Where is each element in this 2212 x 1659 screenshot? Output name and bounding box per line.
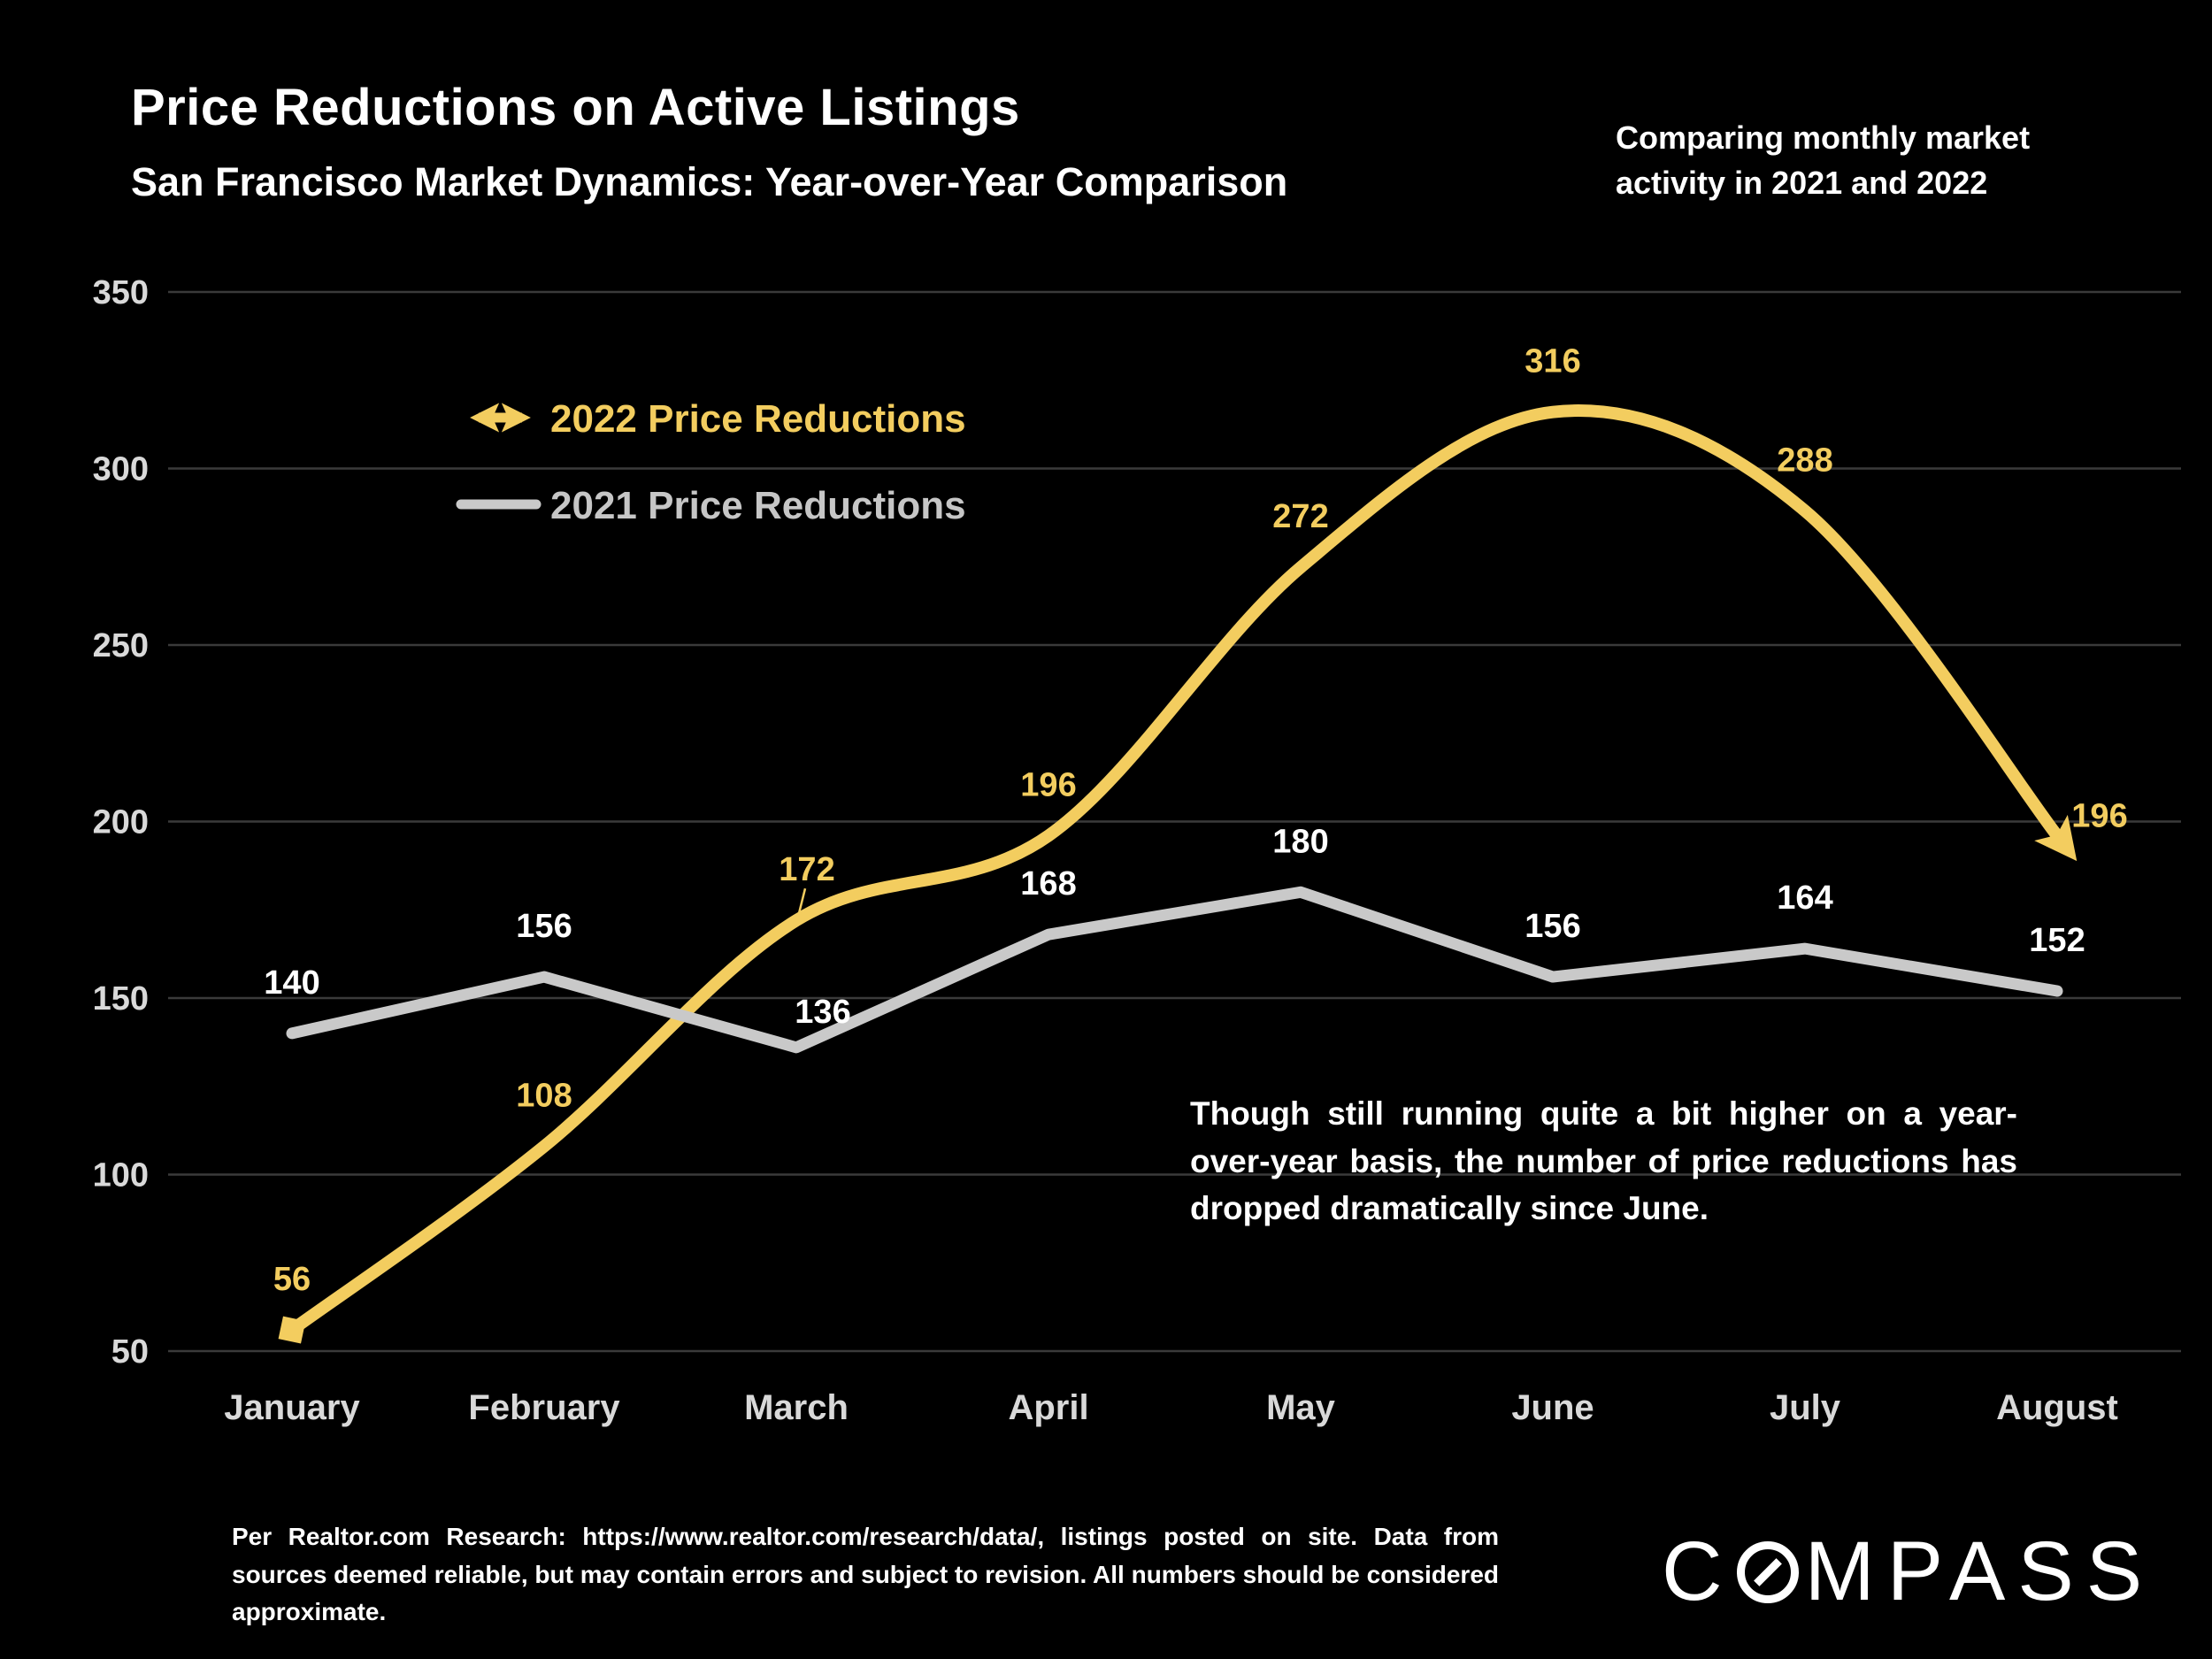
compass-needle-o-icon bbox=[1736, 1541, 1799, 1603]
data-label-2021-july: 164 bbox=[1777, 879, 1832, 917]
y-tick-label-50: 50 bbox=[111, 1333, 149, 1371]
data-label-2021-may: 180 bbox=[1272, 823, 1328, 860]
legend-label-2021: 2021 Price Reductions bbox=[550, 484, 966, 527]
data-label-2022-february: 108 bbox=[516, 1078, 572, 1115]
x-tick-label-june: June bbox=[1511, 1388, 1594, 1427]
data-label-2022-august: 196 bbox=[2071, 797, 2127, 834]
chart-annotation: Though still running quite a bit higher … bbox=[1190, 1095, 2017, 1227]
data-label-2021-june: 156 bbox=[1525, 908, 1580, 945]
data-label-2021-april: 168 bbox=[1020, 865, 1076, 902]
source-note: Per Realtor.com Research: https://www.re… bbox=[232, 1523, 1500, 1626]
logo-letters-rest: MPASS bbox=[1804, 1525, 2155, 1618]
y-tick-label-250: 250 bbox=[93, 627, 149, 664]
series-line-2021 bbox=[286, 886, 2063, 1054]
data-label-2021-august: 152 bbox=[2029, 922, 2085, 959]
x-tick-label-july: July bbox=[1770, 1388, 1841, 1427]
data-label-2022-july: 288 bbox=[1777, 442, 1832, 479]
legend-label-2022: 2022 Price Reductions bbox=[550, 397, 966, 441]
label-leader-line bbox=[797, 887, 807, 914]
y-tick-label-350: 350 bbox=[93, 274, 149, 311]
y-tick-label-200: 200 bbox=[93, 804, 149, 841]
x-tick-label-january: January bbox=[224, 1388, 360, 1427]
y-tick-label-150: 150 bbox=[93, 980, 149, 1018]
needle-icon bbox=[1753, 1558, 1782, 1586]
data-label-2021-february: 156 bbox=[516, 908, 572, 945]
data-label-2021-january: 140 bbox=[264, 964, 319, 1002]
y-tick-label-100: 100 bbox=[93, 1157, 149, 1194]
data-label-2022-april: 196 bbox=[1020, 766, 1076, 803]
page-title: Price Reductions on Active Listings bbox=[131, 79, 1020, 136]
logo-letter-first: C bbox=[1662, 1525, 1735, 1618]
x-tick-label-august: August bbox=[1996, 1388, 2118, 1427]
header-note: Comparing monthly market activity in 202… bbox=[1616, 119, 2031, 202]
x-tick-label-april: April bbox=[1008, 1388, 1088, 1427]
compass-logo: C MPASS bbox=[1662, 1524, 2154, 1620]
y-tick-label-300: 300 bbox=[93, 451, 149, 488]
data-label-2022-june: 316 bbox=[1525, 343, 1580, 380]
x-tick-label-february: February bbox=[468, 1388, 620, 1427]
page-subtitle: San Francisco Market Dynamics: Year-over… bbox=[131, 159, 1288, 204]
series-start-marker-2022 bbox=[278, 1316, 306, 1344]
data-label-2021-march: 136 bbox=[795, 994, 850, 1031]
data-label-2022-march: 172 bbox=[779, 851, 834, 888]
x-tick-label-may: May bbox=[1266, 1388, 1336, 1427]
series-line-2022 bbox=[288, 404, 2078, 1335]
data-label-2022-may: 272 bbox=[1272, 498, 1328, 535]
data-label-2022-january: 56 bbox=[273, 1261, 311, 1298]
x-tick-label-march: March bbox=[744, 1388, 849, 1427]
